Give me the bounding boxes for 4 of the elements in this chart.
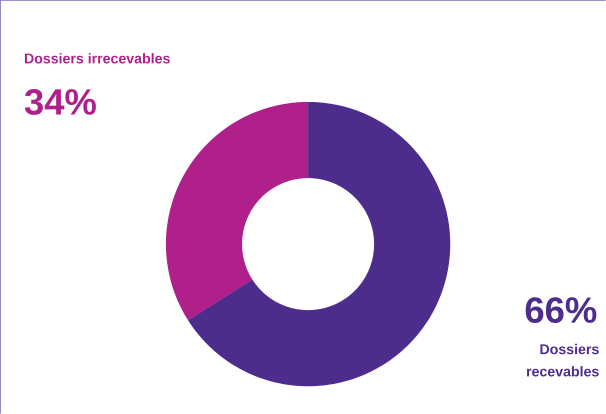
- slice-label: Dossiers irrecevables: [24, 53, 170, 64]
- data-label: 66%: [526, 297, 596, 323]
- data-label: 34%: [24, 89, 96, 115]
- slice-label: Dossiers recevables: [527, 344, 599, 376]
